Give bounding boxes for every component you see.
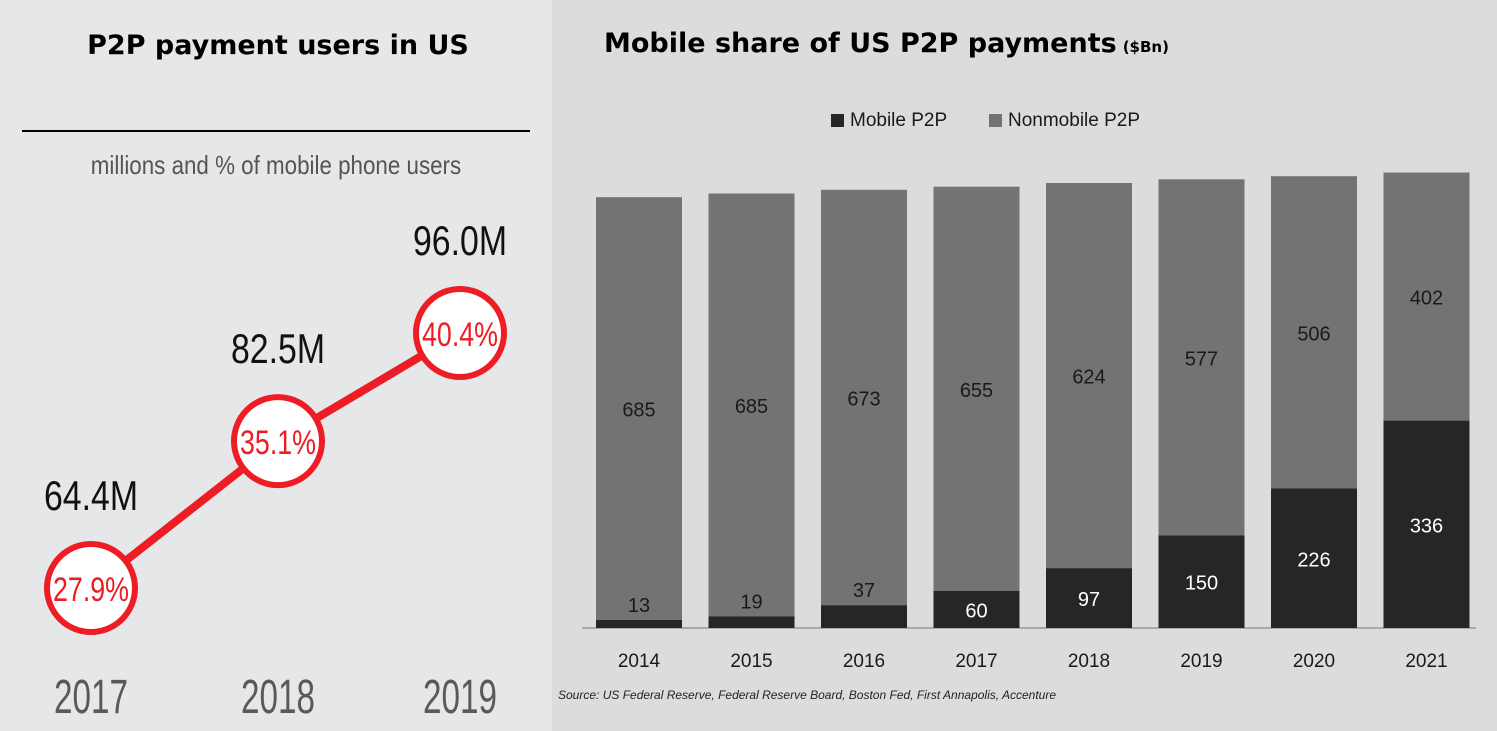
mobile-value-2021: 336 bbox=[1410, 515, 1443, 537]
title-divider bbox=[22, 130, 530, 132]
mobile-value-2015: 19 bbox=[740, 591, 762, 613]
share-label-2019: 40.4% bbox=[422, 316, 498, 354]
nonmobile-bar-2018 bbox=[1046, 182, 1132, 569]
x-tick-2020: 2020 bbox=[1293, 651, 1335, 672]
right-chart-title-text: Mobile share of US P2P payments bbox=[604, 28, 1117, 59]
p2p-stacked-bar-chart: 685 13 2014 685 19 2015 673 37 2016 655 60 2017 624 9… bbox=[582, 110, 1476, 672]
right-chart-title: Mobile share of US P2P payments ($Bn) bbox=[604, 28, 1169, 59]
nonmobile-bar-2015 bbox=[708, 193, 795, 617]
nonmobile-bar-2014 bbox=[596, 197, 682, 620]
nonmobile-value-2017: 655 bbox=[960, 380, 993, 402]
nonmobile-value-2014: 685 bbox=[622, 400, 655, 422]
share-marker-2017 bbox=[44, 541, 138, 635]
nonmobile-value-2020: 506 bbox=[1297, 323, 1330, 345]
x-tick-2016: 2016 bbox=[843, 651, 885, 672]
year-label-2019: 2019 bbox=[423, 671, 497, 724]
nonmobile-value-2015: 685 bbox=[735, 396, 768, 418]
year-label-2017: 2017 bbox=[54, 671, 128, 724]
nonmobile-bar-2021 bbox=[1383, 172, 1470, 421]
x-tick-2015: 2015 bbox=[730, 651, 772, 672]
mobile-bar-2020 bbox=[1271, 488, 1357, 628]
share-marker-2019 bbox=[413, 286, 507, 380]
mobile-bar-2014 bbox=[596, 619, 682, 628]
nonmobile-bar-2019 bbox=[1158, 179, 1245, 536]
share-marker-2018 bbox=[231, 394, 325, 489]
users-label-2018: 82.5M bbox=[231, 325, 325, 372]
share-label-2018: 35.1% bbox=[240, 424, 316, 462]
mobile-value-2017: 60 bbox=[965, 600, 987, 622]
mobile-bar-2017 bbox=[933, 590, 1020, 628]
mobile-bar-2016 bbox=[821, 605, 907, 628]
mobile-value-2020: 226 bbox=[1297, 549, 1330, 571]
left-panel: P2P payment users in US millions and % o… bbox=[0, 0, 550, 731]
nonmobile-value-2018: 624 bbox=[1072, 367, 1105, 389]
mobile-value-2016: 37 bbox=[853, 580, 875, 602]
x-tick-2017: 2017 bbox=[955, 651, 997, 672]
mobile-value-2018: 97 bbox=[1078, 589, 1100, 611]
right-chart-title-unit: ($Bn) bbox=[1122, 38, 1169, 56]
nonmobile-value-2016: 673 bbox=[847, 388, 880, 410]
x-tick-2014: 2014 bbox=[618, 651, 661, 672]
x-tick-2019: 2019 bbox=[1180, 651, 1222, 672]
right-panel: Mobile share of US P2P payments ($Bn) 685… bbox=[552, 0, 1497, 731]
share-label-2017: 27.9% bbox=[53, 571, 129, 609]
mobile-value-2019: 150 bbox=[1185, 573, 1218, 595]
nonmobile-bar-2020 bbox=[1271, 176, 1357, 489]
left-chart-subtitle: millions and % of mobile phone users bbox=[90, 150, 462, 180]
nonmobile-bar-2017 bbox=[933, 186, 1020, 591]
year-label-2018: 2018 bbox=[241, 671, 315, 724]
mobile-value-2014: 13 bbox=[628, 595, 650, 617]
users-label-2017: 64.4M bbox=[44, 472, 138, 519]
mobile-bar-2021 bbox=[1383, 420, 1470, 628]
mobile-bar-2018 bbox=[1046, 568, 1132, 628]
mobile-bar-2019 bbox=[1158, 535, 1245, 628]
x-tick-2021: 2021 bbox=[1405, 651, 1447, 672]
legend-swatch-mobile bbox=[831, 114, 844, 127]
legend-label-nonmobile: Nonmobile P2P bbox=[1008, 110, 1140, 131]
legend-label-mobile: Mobile P2P bbox=[850, 110, 947, 131]
nonmobile-value-2019: 577 bbox=[1185, 348, 1218, 370]
source-note: Source: US Federal Reserve, Federal Rese… bbox=[558, 688, 1057, 702]
nonmobile-value-2021: 402 bbox=[1410, 288, 1443, 310]
users-line-chart: 27.9% 64.4M 2017 35.1% 82.5M 2018 40.4% 96.0M 20… bbox=[44, 217, 507, 724]
left-chart-title: P2P payment users in US bbox=[87, 30, 469, 61]
mobile-bar-2015 bbox=[708, 616, 795, 628]
users-label-2019: 96.0M bbox=[413, 217, 507, 264]
x-tick-2018: 2018 bbox=[1068, 651, 1110, 672]
legend-swatch-nonmobile bbox=[989, 114, 1002, 127]
nonmobile-bar-2016 bbox=[821, 189, 907, 606]
